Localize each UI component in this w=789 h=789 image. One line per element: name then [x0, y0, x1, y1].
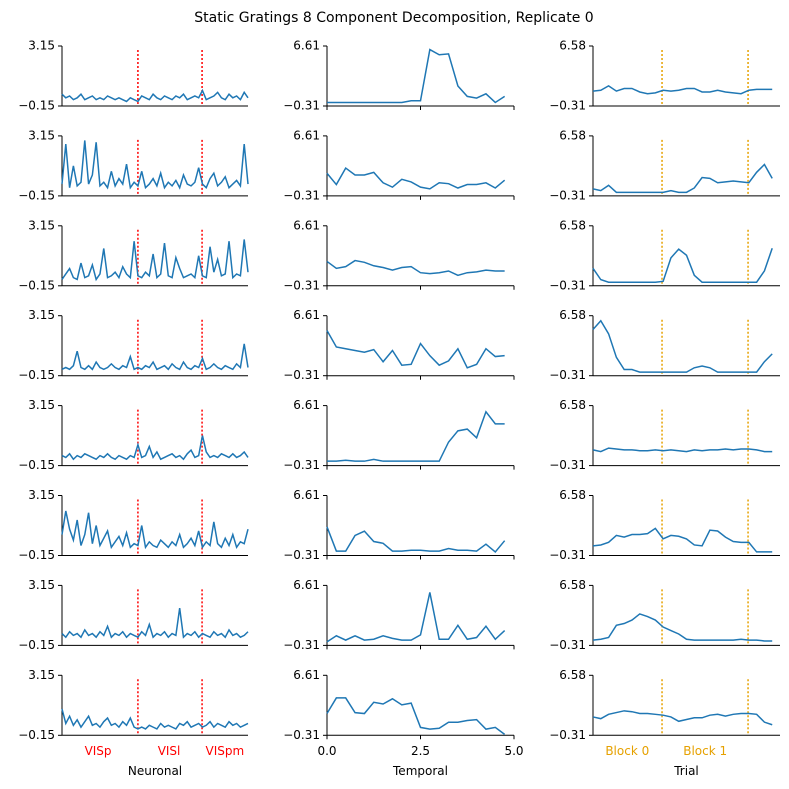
y-tick-label: −0.31	[549, 728, 586, 742]
x-tick-label: 2.5	[411, 744, 430, 758]
y-tick-label: 6.61	[293, 488, 320, 502]
y-tick-label: 6.58	[559, 218, 586, 232]
group-label: VISpm	[206, 744, 245, 758]
y-tick-label: −0.31	[283, 548, 320, 562]
y-tick-label: −0.31	[549, 638, 586, 652]
component-line	[61, 608, 249, 639]
y-tick-label: −0.31	[549, 458, 586, 472]
y-tick-label: 3.15	[28, 128, 55, 142]
y-tick-label: 6.58	[559, 308, 586, 322]
component-line	[61, 510, 249, 550]
component-line	[592, 447, 773, 453]
y-tick-label: −0.31	[549, 188, 586, 202]
component-line	[326, 526, 506, 554]
y-tick-label: −0.15	[18, 548, 55, 562]
component-line	[326, 166, 506, 190]
y-tick-label: 6.61	[293, 398, 320, 412]
y-tick-label: 6.61	[293, 128, 320, 142]
component-line	[592, 527, 773, 553]
x-tick-label: 0.0	[317, 744, 336, 758]
y-tick-label: 3.15	[28, 488, 55, 502]
y-tick-label: −0.31	[283, 638, 320, 652]
y-tick-label: 6.61	[293, 668, 320, 682]
x-tick-label: 5.0	[504, 744, 523, 758]
y-tick-label: 3.15	[28, 218, 55, 232]
component-line	[327, 410, 505, 462]
y-tick-label: −0.31	[283, 99, 320, 113]
component-line	[592, 710, 773, 726]
y-tick-label: −0.15	[18, 368, 55, 382]
y-tick-label: −0.15	[18, 458, 55, 472]
y-tick-label: 3.15	[28, 39, 55, 53]
component-line	[61, 708, 249, 730]
y-tick-label: 6.61	[293, 578, 320, 592]
y-tick-label: 3.15	[28, 668, 55, 682]
y-tick-label: −0.31	[283, 278, 320, 292]
y-tick-label: 6.58	[559, 398, 586, 412]
y-tick-label: −0.15	[18, 728, 55, 742]
y-tick-label: 6.58	[559, 668, 586, 682]
y-tick-label: −0.31	[549, 278, 586, 292]
y-tick-label: −0.15	[18, 99, 55, 113]
component-line	[61, 343, 249, 371]
y-tick-label: −0.31	[549, 368, 586, 382]
x-axis-label: Temporal	[392, 764, 448, 778]
component-line	[592, 163, 773, 194]
component-line	[61, 140, 249, 190]
y-tick-label: −0.15	[18, 188, 55, 202]
x-axis-label: Neuronal	[128, 764, 182, 778]
y-tick-label: −0.15	[18, 278, 55, 292]
component-line	[592, 613, 773, 642]
y-tick-label: −0.31	[549, 99, 586, 113]
component-line	[326, 592, 506, 643]
component-line	[61, 88, 249, 103]
y-tick-label: 6.58	[559, 128, 586, 142]
y-tick-label: 3.15	[28, 308, 55, 322]
y-tick-label: 6.61	[293, 39, 320, 53]
component-line	[592, 85, 773, 95]
y-tick-label: 6.61	[293, 218, 320, 232]
component-line	[61, 239, 249, 282]
group-label: Block 1	[683, 744, 727, 758]
component-line	[326, 259, 505, 277]
figure-title: Static Gratings 8 Component Decompositio…	[194, 10, 593, 26]
x-axis-label: Trial	[673, 764, 699, 778]
y-tick-label: −0.31	[283, 728, 320, 742]
y-tick-label: −0.31	[283, 458, 320, 472]
component-line	[326, 330, 505, 369]
component-line	[592, 319, 773, 373]
y-tick-label: 6.58	[559, 39, 586, 53]
y-tick-label: 6.58	[559, 578, 586, 592]
component-line	[327, 48, 506, 104]
component-line	[326, 697, 506, 735]
y-tick-label: −0.31	[283, 188, 320, 202]
y-tick-label: 6.58	[559, 488, 586, 502]
group-label: VISl	[158, 744, 181, 758]
component-line	[592, 248, 773, 283]
group-label: VISp	[85, 744, 112, 758]
y-tick-label: 6.61	[293, 308, 320, 322]
y-tick-label: −0.15	[18, 638, 55, 652]
component-line	[61, 435, 249, 461]
y-tick-label: 3.15	[28, 578, 55, 592]
group-label: Block 0	[605, 744, 649, 758]
y-tick-label: −0.31	[283, 368, 320, 382]
y-tick-label: −0.31	[549, 548, 586, 562]
y-tick-label: 3.15	[28, 398, 55, 412]
